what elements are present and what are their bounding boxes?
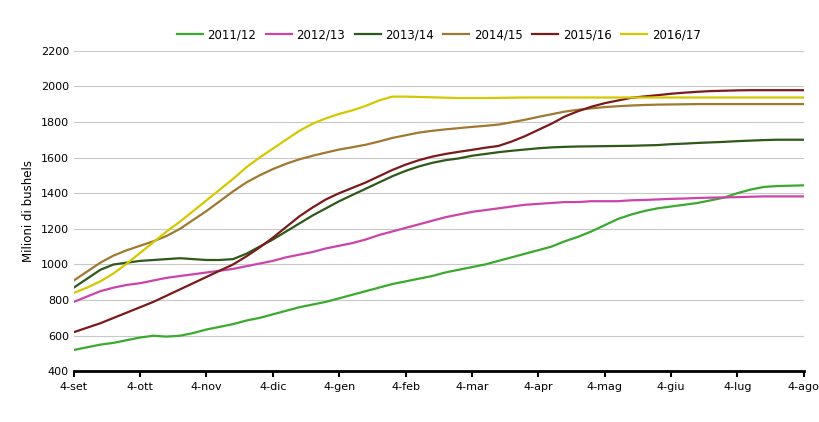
2015/16 — [69, 330, 79, 335]
2011/12 — [626, 212, 636, 217]
2014/15 — [546, 112, 556, 117]
Legend: 2011/12, 2012/13, 2013/14, 2014/15, 2015/16, 2016/17: 2011/12, 2012/13, 2013/14, 2014/15, 2015… — [176, 29, 700, 41]
Line: 2013/14: 2013/14 — [74, 140, 803, 288]
2016/17 — [387, 94, 396, 99]
2015/16 — [82, 325, 92, 330]
2012/13 — [480, 208, 490, 213]
2011/12 — [519, 251, 529, 256]
2016/17 — [639, 95, 649, 100]
Line: 2011/12: 2011/12 — [74, 185, 803, 350]
Line: 2015/16: 2015/16 — [74, 90, 803, 332]
2012/13 — [69, 299, 79, 304]
2012/13 — [334, 243, 344, 248]
2011/12 — [69, 347, 79, 352]
2013/14 — [626, 143, 636, 148]
2013/14 — [519, 147, 529, 152]
2015/16 — [480, 145, 490, 150]
2011/12 — [82, 345, 92, 350]
2016/17 — [559, 95, 569, 100]
2015/16 — [798, 88, 808, 93]
2016/17 — [798, 95, 808, 100]
2011/12 — [334, 296, 344, 301]
Line: 2016/17: 2016/17 — [74, 97, 803, 293]
Line: 2012/13: 2012/13 — [74, 196, 803, 302]
2015/16 — [519, 134, 529, 139]
2014/15 — [626, 103, 636, 108]
2015/16 — [546, 121, 556, 126]
2015/16 — [626, 95, 636, 100]
2016/17 — [532, 95, 542, 100]
Y-axis label: Milioni di bushels: Milioni di bushels — [22, 160, 35, 262]
2014/15 — [69, 278, 79, 283]
2012/13 — [626, 198, 636, 203]
2016/17 — [334, 111, 344, 116]
2015/16 — [334, 191, 344, 196]
2016/17 — [82, 285, 92, 290]
2014/15 — [82, 269, 92, 274]
2013/14 — [480, 151, 490, 157]
2013/14 — [69, 285, 79, 290]
2013/14 — [82, 276, 92, 281]
2014/15 — [519, 117, 529, 122]
2012/13 — [546, 200, 556, 206]
2014/15 — [480, 123, 490, 128]
2011/12 — [798, 183, 808, 188]
2012/13 — [82, 294, 92, 299]
2014/15 — [692, 102, 702, 107]
Line: 2014/15: 2014/15 — [74, 104, 803, 281]
2013/14 — [546, 145, 556, 150]
2016/17 — [493, 95, 503, 100]
2013/14 — [798, 137, 808, 142]
2013/14 — [334, 199, 344, 204]
2014/15 — [798, 102, 808, 107]
2015/16 — [744, 88, 754, 93]
2011/12 — [480, 262, 490, 267]
2012/13 — [519, 202, 529, 207]
2012/13 — [798, 194, 808, 199]
2016/17 — [69, 290, 79, 295]
2014/15 — [334, 147, 344, 152]
2012/13 — [758, 194, 767, 199]
2013/14 — [771, 137, 781, 142]
2011/12 — [546, 244, 556, 249]
